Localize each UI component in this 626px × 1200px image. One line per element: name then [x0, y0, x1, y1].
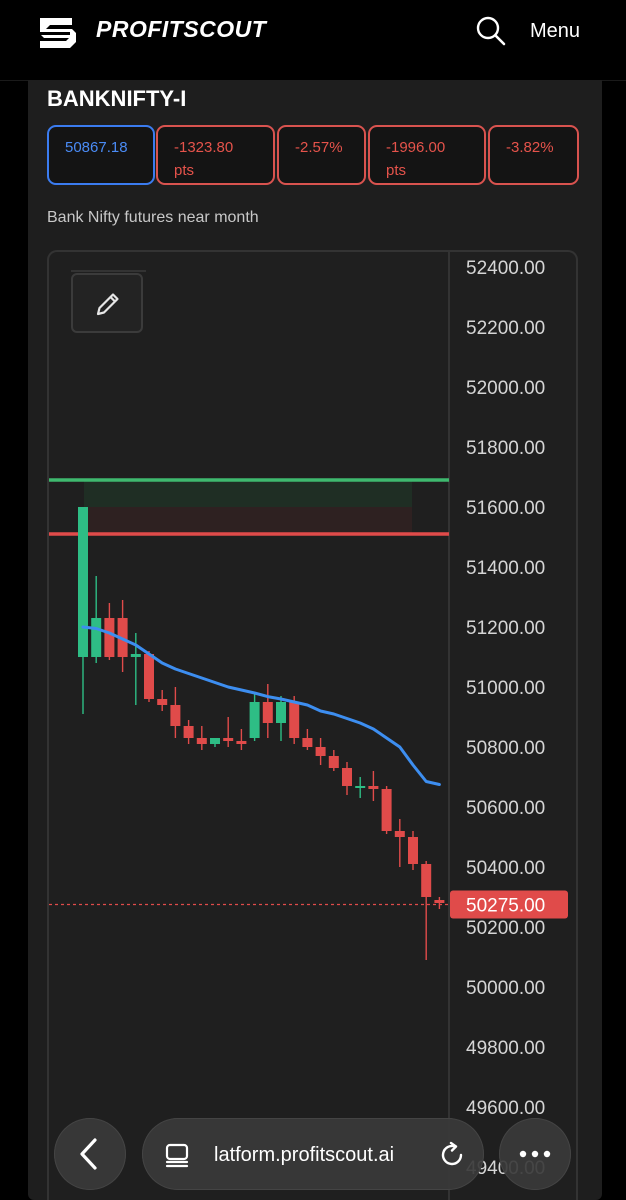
period-change-points-unit: pts: [386, 162, 407, 179]
candle-body: [249, 702, 260, 738]
last-price-chip: 50867.18: [47, 125, 155, 185]
more-dots-icon: [519, 1150, 551, 1158]
search-icon[interactable]: [474, 14, 508, 48]
last-price-badge: [450, 890, 568, 919]
price-chart-container[interactable]: [47, 250, 578, 1200]
last-price-label: 50275.00: [466, 896, 545, 917]
brand-name[interactable]: PROFITSCOUT: [96, 16, 267, 42]
url-text[interactable]: latform.profitscout.ai: [214, 1144, 395, 1166]
y-tick-label: 51400.00: [466, 558, 545, 579]
candle-body: [289, 702, 300, 738]
y-tick-label: 52000.00: [466, 378, 545, 399]
candle-body: [78, 507, 88, 657]
change-points-value: -1323.80: [174, 139, 234, 156]
pencil-icon: [96, 293, 119, 316]
candle-body: [394, 831, 405, 837]
back-button[interactable]: [54, 1118, 126, 1190]
instrument-description: Bank Nifty futures near month: [47, 209, 259, 226]
candle-body: [276, 702, 286, 723]
candle-body: [421, 864, 432, 897]
y-tick-label: 50600.00: [466, 798, 545, 819]
candle-body: [210, 738, 220, 744]
last-price-value: 50867.18: [65, 139, 128, 156]
green-zone: [84, 480, 412, 507]
y-tick-label: 51800.00: [466, 438, 545, 459]
candle-body: [302, 738, 313, 747]
candle-body: [183, 726, 194, 738]
y-tick-label: 50000.00: [466, 978, 545, 999]
period-change-percent-value: -3.82%: [506, 139, 554, 156]
draw-tool-button[interactable]: [71, 273, 143, 333]
candle-body: [104, 618, 115, 657]
candle-body: [408, 837, 418, 864]
candle-body: [315, 747, 326, 756]
candle-body: [157, 699, 168, 705]
candle-body: [368, 786, 379, 789]
candle-body: [130, 654, 141, 657]
y-tick-label: 51200.00: [466, 618, 545, 639]
period-change-percent-chip: -3.82%: [488, 125, 579, 185]
candle-body: [381, 789, 392, 831]
y-tick-label: 50400.00: [466, 858, 545, 879]
candle-body: [91, 618, 102, 657]
candle-body: [342, 768, 352, 786]
profitscout-logo[interactable]: [36, 10, 80, 54]
y-tick-label: 51000.00: [466, 678, 545, 699]
y-tick-label: 49600.00: [466, 1098, 545, 1119]
candle-body: [170, 705, 181, 726]
tab-overview-icon[interactable]: [163, 1141, 191, 1169]
candle-body: [144, 654, 154, 699]
change-points-unit: pts: [174, 162, 195, 179]
y-tick-label: 50800.00: [466, 738, 545, 759]
moving-average-line: [81, 625, 441, 786]
candle-body: [223, 738, 234, 741]
back-arrow-icon: [80, 1138, 97, 1170]
y-tick-label: 49800.00: [466, 1038, 545, 1059]
y-tick-label: 52400.00: [466, 258, 545, 279]
address-bar[interactable]: [142, 1118, 484, 1190]
reload-icon[interactable]: [437, 1140, 467, 1170]
candle-body: [236, 741, 247, 744]
candle-body: [328, 756, 339, 768]
change-percent-chip: -2.57%: [277, 125, 366, 185]
top-navigation-bar: PROFITSCOUT Menu: [0, 0, 626, 81]
candle-body: [196, 738, 207, 744]
browser-toolbar: [0, 1108, 626, 1200]
change-points-chip: -1323.80 pts: [156, 125, 275, 185]
candle-body: [262, 702, 273, 723]
y-tick-label: 51600.00: [466, 498, 545, 519]
period-change-points-value: -1996.00: [386, 139, 446, 156]
red-zone: [84, 507, 412, 534]
y-tick-label: 50200.00: [466, 918, 545, 939]
change-percent-value: -2.57%: [295, 139, 343, 156]
instrument-symbol: BANKNIFTY-I: [47, 86, 187, 111]
y-tick-label: 52200.00: [466, 318, 545, 339]
menu-button[interactable]: Menu: [530, 20, 581, 42]
more-options-button[interactable]: [499, 1118, 571, 1190]
period-change-points-chip: -1996.00 pts: [368, 125, 486, 185]
candle-body: [355, 786, 366, 788]
candle-body: [434, 900, 445, 903]
